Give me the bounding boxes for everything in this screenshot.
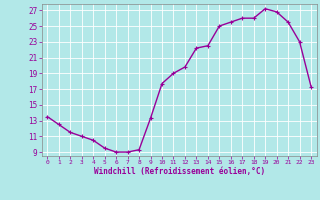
X-axis label: Windchill (Refroidissement éolien,°C): Windchill (Refroidissement éolien,°C) [94, 167, 265, 176]
